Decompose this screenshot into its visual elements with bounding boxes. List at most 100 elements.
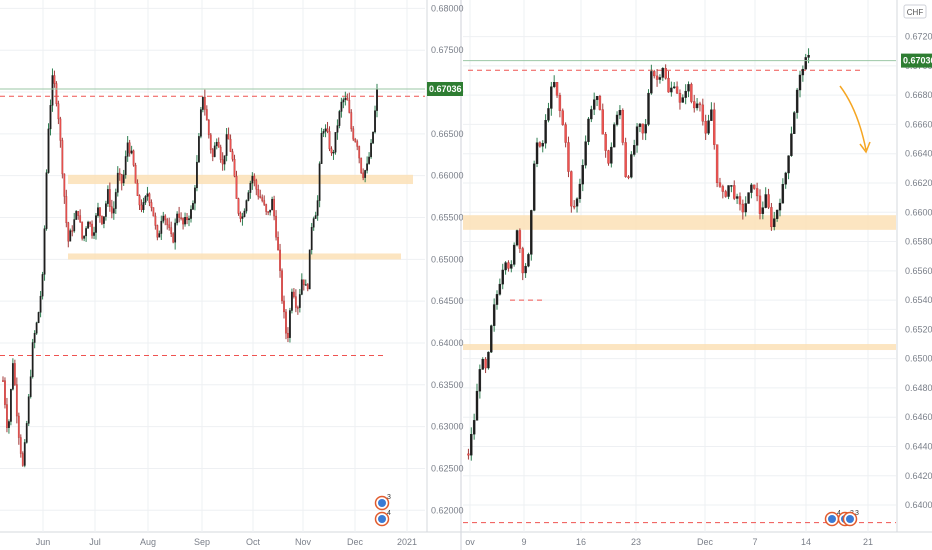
left-candle-body bbox=[10, 389, 12, 422]
right-last-price-badge bbox=[901, 53, 932, 68]
left-x-tick-label: Jul bbox=[89, 537, 101, 547]
event-flag-core bbox=[378, 499, 386, 507]
left-candle-body bbox=[324, 128, 327, 132]
left-candle-body bbox=[25, 423, 28, 443]
left-candle-body bbox=[320, 132, 323, 164]
right-candle-body bbox=[610, 146, 613, 164]
right-candle-body bbox=[472, 420, 476, 435]
right-candle-body bbox=[655, 75, 659, 80]
left-candle-body bbox=[130, 150, 133, 154]
right-candle-body bbox=[467, 453, 470, 456]
right-candle-body bbox=[784, 172, 787, 185]
left-candle-body bbox=[289, 310, 291, 338]
left-candle-body bbox=[45, 172, 48, 229]
right-candle-body bbox=[695, 103, 699, 109]
right-candle-body bbox=[532, 163, 536, 211]
projection-arrow bbox=[839, 85, 871, 154]
left-candle-body bbox=[192, 203, 194, 210]
left-candle-body bbox=[93, 232, 95, 236]
right-candle-body bbox=[747, 192, 750, 204]
left-candle-body bbox=[201, 96, 204, 110]
right-currency-label: CHF bbox=[907, 8, 924, 17]
left-candle-body bbox=[108, 189, 111, 207]
left-candle-body bbox=[27, 396, 30, 424]
left-candle-body bbox=[203, 96, 206, 110]
right-candle-body bbox=[713, 109, 716, 145]
left-candle-body bbox=[105, 203, 107, 217]
left-candle-body bbox=[350, 112, 353, 130]
event-flag-count: 3 bbox=[387, 494, 391, 501]
left-candle-body bbox=[162, 215, 165, 222]
left-candle-body bbox=[316, 200, 319, 216]
left-y-tick-label: 0.64500 bbox=[431, 296, 464, 306]
right-y-tick-label: 0.64000 bbox=[905, 500, 932, 510]
left-candle-body bbox=[138, 195, 141, 206]
right-candle-body bbox=[547, 108, 550, 121]
left-candle-body bbox=[239, 213, 242, 219]
left-candle-body bbox=[57, 103, 60, 120]
left-y-tick-label: 0.62000 bbox=[431, 505, 464, 515]
right-candle-body bbox=[698, 103, 702, 106]
right-candle-body bbox=[653, 71, 656, 77]
right-x-tick-label: 23 bbox=[631, 537, 641, 547]
right-candle-body bbox=[601, 109, 604, 135]
right-candle-body bbox=[804, 57, 807, 70]
right-candle-body bbox=[618, 110, 622, 116]
left-candle-body bbox=[368, 156, 370, 164]
left-candle-body bbox=[322, 131, 325, 134]
left-candle-body bbox=[29, 376, 32, 397]
left-candle-body bbox=[318, 163, 321, 201]
left-candle-body bbox=[293, 291, 295, 297]
right-candle-body bbox=[550, 86, 553, 109]
right-support-zone bbox=[463, 215, 896, 230]
left-candle-body bbox=[263, 200, 266, 205]
left-candle-body bbox=[126, 142, 129, 157]
left-x-tick-label: Dec bbox=[347, 537, 364, 547]
left-candle-body bbox=[275, 215, 277, 238]
left-candle-body bbox=[247, 192, 250, 201]
right-candle-body bbox=[781, 184, 785, 204]
left-chart-group: 0.680000.675000.670000.665000.660000.655… bbox=[0, 0, 464, 547]
right-candle-body bbox=[761, 207, 765, 214]
left-support-zone bbox=[68, 253, 401, 260]
right-candle-body bbox=[684, 90, 687, 98]
event-flag-count: 4 bbox=[387, 510, 391, 517]
left-candle-body bbox=[89, 221, 91, 225]
right-candle-body bbox=[624, 142, 627, 177]
left-candle-body bbox=[114, 192, 117, 209]
left-candle-body bbox=[304, 284, 307, 286]
right-support-zone bbox=[463, 344, 896, 351]
right-candle-body bbox=[727, 185, 730, 197]
right-candle-body bbox=[721, 186, 725, 192]
right-candle-body bbox=[484, 359, 487, 369]
left-candle-body bbox=[229, 138, 232, 152]
right-candle-body bbox=[538, 142, 542, 147]
left-candle-body bbox=[336, 125, 339, 133]
left-y-tick-label: 0.65500 bbox=[431, 212, 464, 222]
right-candle-body bbox=[481, 359, 484, 370]
right-candle-body bbox=[621, 110, 624, 143]
right-candle-body bbox=[555, 82, 559, 96]
left-candle-body bbox=[279, 249, 281, 271]
left-candle-body bbox=[31, 342, 34, 377]
left-candle-body bbox=[338, 111, 341, 126]
right-candle-body bbox=[664, 68, 667, 79]
left-candle-body bbox=[291, 291, 293, 311]
left-candle-body bbox=[120, 174, 123, 184]
left-candle-body bbox=[302, 279, 305, 286]
right-candle-body bbox=[658, 77, 662, 80]
right-candle-body bbox=[710, 109, 713, 121]
left-candle-body bbox=[245, 200, 248, 212]
left-candle-body bbox=[87, 221, 89, 229]
right-candle-body bbox=[641, 123, 644, 134]
left-candle-body bbox=[194, 187, 196, 204]
right-candle-body bbox=[750, 184, 753, 193]
left-candle-body bbox=[198, 136, 200, 163]
left-candle-body bbox=[150, 202, 153, 208]
left-candle-body bbox=[265, 204, 268, 212]
